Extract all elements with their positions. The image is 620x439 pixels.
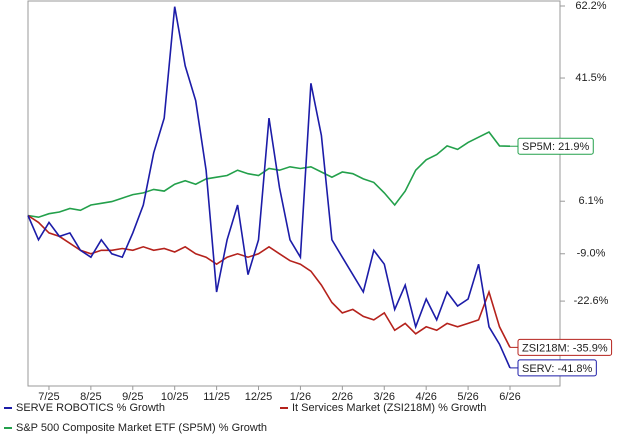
end-label-text: ZSI218M: -35.9%: [522, 342, 608, 354]
y-tick-label: -9.0%: [577, 248, 606, 260]
x-tick-label: 9/25: [122, 391, 143, 403]
x-tick-label: 8/25: [80, 391, 101, 403]
x-tick-label: 10/25: [161, 391, 189, 403]
series-line: [27, 6, 511, 369]
x-tick-label: 3/26: [374, 391, 395, 403]
x-tick-label: 5/26: [457, 391, 478, 403]
end-label-text: SERV: -41.8%: [522, 363, 593, 375]
legend-label: S&P 500 Composite Market ETF (SP5M) % Gr…: [16, 422, 267, 434]
x-tick-label: 4/26: [415, 391, 436, 403]
y-tick-label: 41.5%: [575, 72, 606, 84]
end-label-box: [517, 359, 597, 377]
x-tick-label: 1/26: [290, 391, 311, 403]
y-tick-label: -22.6%: [574, 295, 609, 307]
legend-label: SERVE ROBOTICS % Growth: [16, 402, 165, 414]
end-label-box: [517, 137, 594, 155]
series-line: [27, 130, 511, 219]
x-tick-label: 2/26: [332, 391, 353, 403]
end-label-box: [517, 338, 613, 356]
end-label-text: SP5M: 21.9%: [522, 141, 589, 153]
y-tick-label: 62.2%: [575, 0, 606, 12]
legend-label: It Services Market (ZSI218M) % Growth: [292, 402, 486, 414]
x-tick-label: 11/25: [203, 391, 230, 403]
end-label: SERV: -41.8%: [510, 359, 597, 377]
end-label: SP5M: 21.9%: [510, 137, 594, 155]
x-tick-label: 6/26: [499, 391, 520, 403]
plot-frame: [27, 0, 561, 387]
y-tick-label: 6.1%: [578, 195, 603, 207]
x-tick-label: 12/25: [245, 391, 273, 403]
x-tick-label: 7/25: [38, 391, 59, 403]
end-label: ZSI218M: -35.9%: [510, 338, 613, 356]
